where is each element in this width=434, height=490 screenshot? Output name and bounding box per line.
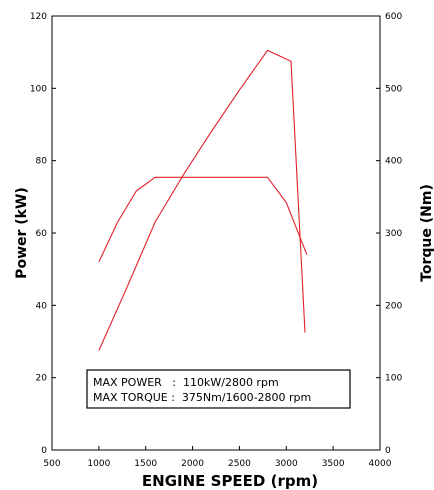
right-y-tick-label-1: 100 bbox=[385, 374, 402, 384]
left-y-tick-label-3: 60 bbox=[36, 229, 48, 239]
left-y-tick-labels: 0 20 40 60 80 100 120 bbox=[30, 12, 56, 456]
x-axis-label: ENGINE SPEED (rpm) bbox=[142, 472, 318, 490]
annotation-max-torque: MAX TORQUE : 375Nm/1600-2800 rpm bbox=[93, 391, 311, 404]
annotation-max-power: MAX POWER : 110kW/2800 rpm bbox=[93, 376, 279, 389]
power-curve bbox=[98, 49, 306, 351]
x-tick-label-0: 500 bbox=[43, 459, 60, 469]
right-y-tick-label-2: 200 bbox=[385, 301, 402, 311]
series-lines bbox=[98, 49, 308, 351]
x-tick-label-2: 1500 bbox=[134, 459, 157, 469]
right-y-axis-label: Torque (Nm) bbox=[419, 184, 434, 282]
right-y-tick-label-4: 400 bbox=[385, 157, 402, 167]
right-y-tick-label-0: 0 bbox=[385, 446, 391, 456]
left-y-tick-label-1: 20 bbox=[36, 374, 48, 384]
x-tick-label-1: 1000 bbox=[87, 459, 110, 469]
right-y-tick-label-5: 500 bbox=[385, 84, 402, 94]
annotation-box bbox=[86, 369, 351, 409]
max-values-annotation: MAX POWER : 110kW/2800 rpm MAX TORQUE : … bbox=[86, 369, 351, 409]
x-tick-label-6: 3500 bbox=[322, 459, 345, 469]
left-y-tick-label-5: 100 bbox=[30, 84, 47, 94]
right-y-tick-label-6: 600 bbox=[385, 12, 402, 22]
torque-curve bbox=[98, 176, 308, 263]
right-y-tick-label-3: 300 bbox=[385, 229, 402, 239]
left-y-tick-label-2: 40 bbox=[36, 301, 48, 311]
left-y-axis-label: Power (kW) bbox=[14, 187, 30, 279]
x-tick-label-7: 4000 bbox=[369, 459, 392, 469]
x-tick-label-3: 2000 bbox=[181, 459, 204, 469]
x-tick-label-4: 2500 bbox=[228, 459, 251, 469]
left-y-tick-label-0: 0 bbox=[41, 446, 47, 456]
x-tick-label-5: 3000 bbox=[275, 459, 298, 469]
left-y-tick-label-4: 80 bbox=[36, 157, 48, 167]
plot-area-frame bbox=[51, 15, 381, 451]
left-y-tick-label-6: 120 bbox=[30, 12, 47, 22]
x-tick-labels: 500 1000 1500 2000 2500 3000 3500 4000 bbox=[43, 446, 392, 469]
